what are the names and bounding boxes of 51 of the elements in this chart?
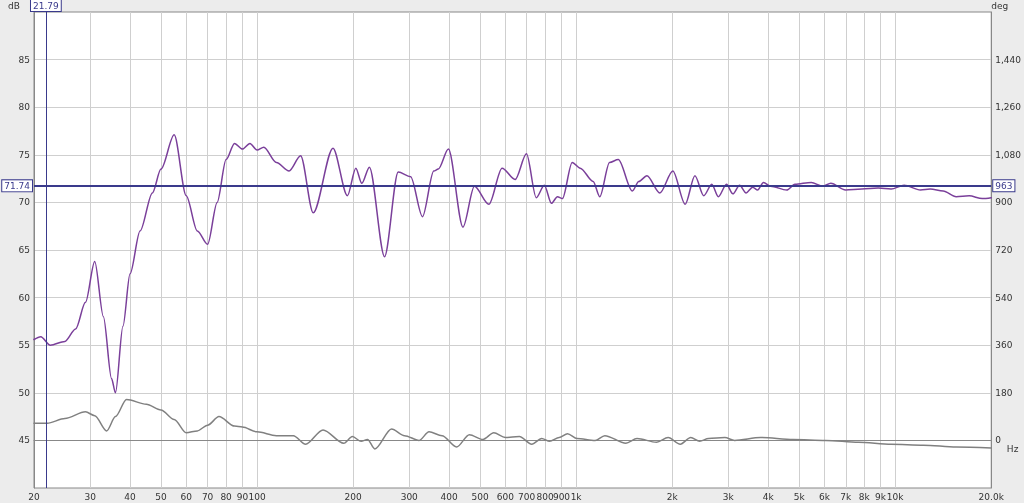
x-tick-label: 20: [28, 491, 40, 502]
ref-line-label: 21.79: [33, 0, 60, 11]
x-tick-label: 400: [440, 491, 458, 502]
y-tick-label: 80: [18, 102, 31, 113]
x-tick-label: 9k: [875, 491, 887, 502]
x-tick-label: 900: [552, 491, 571, 502]
x-tick-label: 50: [155, 491, 167, 502]
x-tick-label: 40: [124, 491, 137, 502]
y2-tick-label: 1,440: [995, 54, 1022, 65]
y2-tick-label: 540: [995, 292, 1013, 303]
y-axis-title: dB: [8, 0, 20, 11]
y2-tick-label: 0: [995, 435, 1002, 446]
x-tick-label: 20.0k: [978, 491, 1005, 502]
y2-tick-label: 1,080: [995, 149, 1022, 160]
x-tick-label: 70: [201, 491, 214, 502]
x-axis-title: Hz: [1006, 443, 1019, 454]
x-tick-label: 500: [471, 491, 489, 502]
y2-tick-label: 180: [995, 387, 1013, 398]
x-tick-label: 100: [248, 491, 266, 502]
y-tick-label: 65: [18, 245, 30, 255]
y-tick-label: 85: [18, 54, 30, 65]
ref-line-label: 963: [995, 180, 1013, 191]
x-tick-label: 700: [518, 491, 536, 502]
x-tick-label: 200: [344, 491, 362, 502]
x-tick-label: 1k: [570, 491, 583, 502]
x-tick-label: 4k: [762, 491, 775, 502]
y2-tick-label: 900: [995, 197, 1013, 208]
y-tick-label: 45: [18, 435, 30, 446]
x-tick-label: 90: [236, 491, 249, 502]
x-tick-label: 5k: [793, 491, 806, 502]
x-tick-label: 2k: [666, 491, 679, 502]
x-tick-label: 30: [84, 491, 97, 502]
y-tick-label: 55: [18, 340, 30, 351]
y2-tick-label: 1,260: [995, 102, 1022, 113]
x-tick-label: 600: [496, 491, 515, 502]
x-tick-label: 300: [400, 491, 419, 502]
y2-tick-label: 720: [995, 245, 1013, 255]
y2-axis-title: deg: [991, 0, 1009, 11]
x-tick-label: 6k: [818, 491, 831, 502]
x-tick-label: 10k: [886, 491, 905, 502]
x-tick-label: 3k: [722, 491, 735, 502]
y2-tick-label: 360: [995, 340, 1013, 351]
x-tick-label: 60: [180, 491, 193, 502]
x-tick-label: 8k: [858, 491, 871, 502]
y-tick-label: 50: [18, 387, 31, 398]
x-tick-label: 80: [220, 491, 233, 502]
y-tick-label: 60: [18, 292, 31, 303]
y-tick-label: 70: [18, 197, 31, 208]
ref-line-label: 71.74: [4, 180, 31, 191]
x-tick-label: 7k: [840, 491, 853, 502]
y-tick-label: 75: [18, 149, 30, 160]
